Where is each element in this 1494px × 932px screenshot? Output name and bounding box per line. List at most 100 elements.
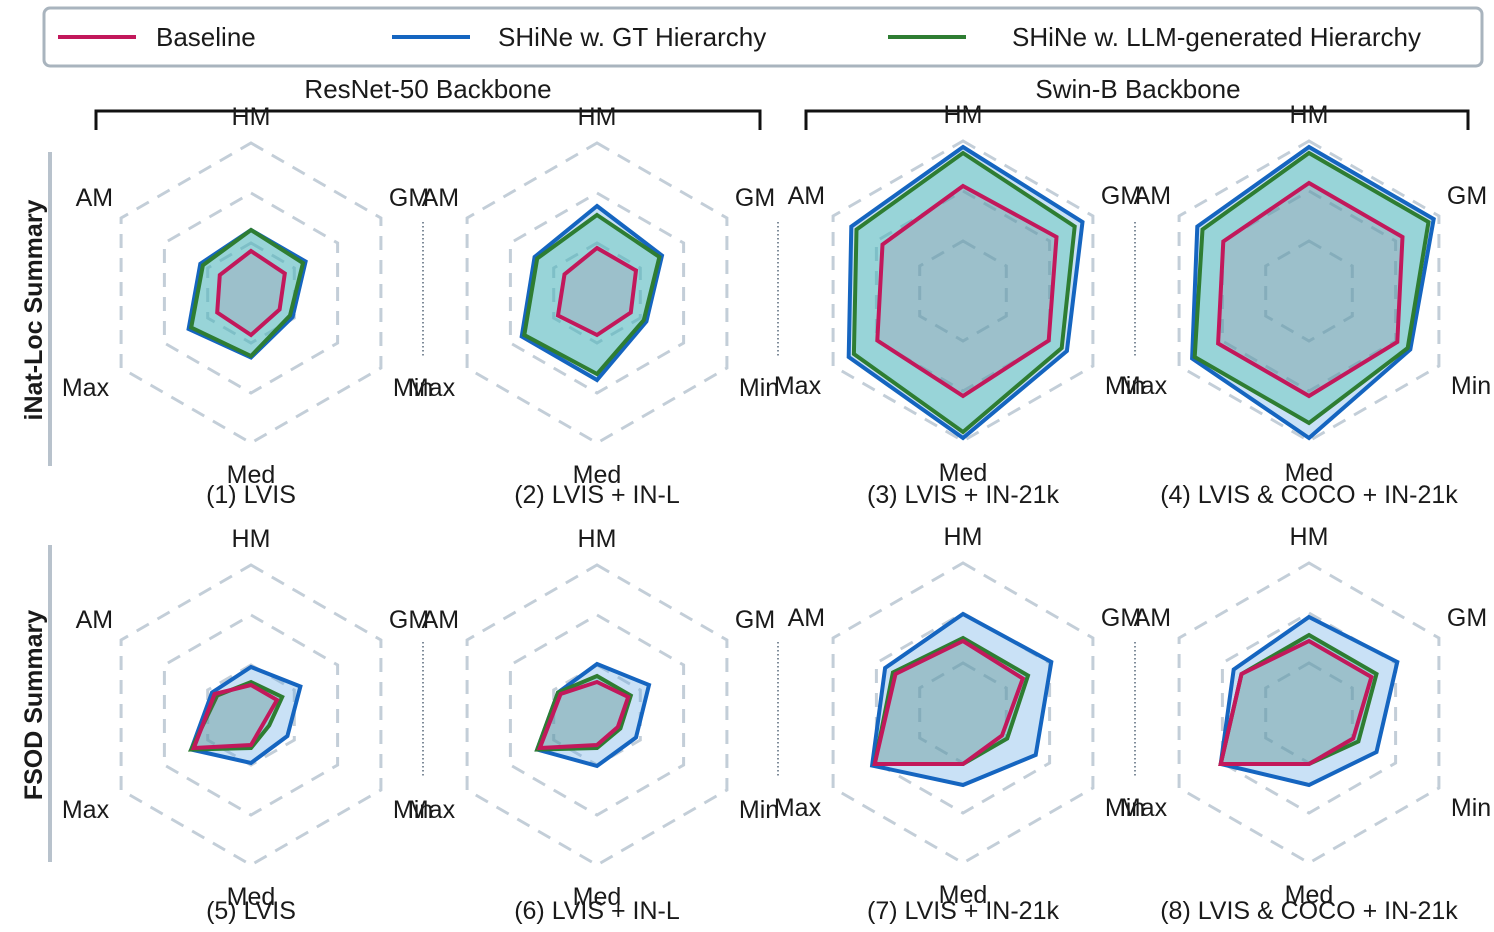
axis-label-am: AM <box>76 184 114 212</box>
row-title-inat: iNat-Loc Summary <box>20 199 48 420</box>
legend-label-llm: SHiNe w. LLM-generated Hierarchy <box>1012 22 1421 52</box>
axis-label-am: AM <box>788 182 826 210</box>
group-header-swin: Swin-B Backbone <box>804 74 1470 130</box>
axis-label-gm: GM <box>735 184 775 212</box>
axis-label-gm: GM <box>1447 182 1487 210</box>
axis-label-gm: GM <box>389 184 429 212</box>
axis-label-am: AM <box>422 606 460 634</box>
radar-chart-8: HM GM Min Med Max AM (8) LVIS & COCO + IN-21k <box>1120 523 1491 925</box>
axis-label-min: Min <box>739 796 779 824</box>
chart-title: (7) LVIS + IN-21k <box>867 897 1059 925</box>
axis-label-max: Max <box>62 374 110 402</box>
chart-title: (8) LVIS & COCO + IN-21k <box>1160 897 1458 925</box>
group-title-resnet: ResNet-50 Backbone <box>304 74 551 104</box>
axis-label-gm: GM <box>1101 182 1141 210</box>
grid-ring <box>119 141 383 445</box>
legend-label-gt: SHiNe w. GT Hierarchy <box>498 22 766 52</box>
radar-chart-1: HM GM Min Med Max AM (1) LVIS <box>62 103 433 509</box>
axis-label-hm: HM <box>1290 101 1329 129</box>
axis-label-hm: HM <box>944 101 983 129</box>
grid-ring <box>1177 561 1441 865</box>
series-baseline-polygon <box>875 183 1059 399</box>
series-baseline-polygon <box>872 638 1026 766</box>
axis-label-am: AM <box>422 184 460 212</box>
series-llm-polygon <box>522 212 662 377</box>
series-baseline-polygon <box>1218 638 1374 766</box>
grid-ring <box>508 613 686 817</box>
axis-label-min: Min <box>393 796 433 824</box>
chart-title: (6) LVIS + IN-L <box>514 897 680 925</box>
bracket-swin <box>804 109 1470 130</box>
chart-title: (5) LVIS <box>206 897 296 925</box>
series-baseline-polygon <box>1216 180 1405 399</box>
grid-ring <box>119 563 383 867</box>
axis-label-hm: HM <box>578 525 617 553</box>
row-label-fsod: FSOD Summary <box>20 545 52 862</box>
grid-ring <box>206 241 296 345</box>
grid-ring <box>831 139 1095 443</box>
axis-label-med: Med <box>1285 459 1334 487</box>
chart-title: (3) LVIS + IN-21k <box>867 481 1059 509</box>
grid-ring <box>465 563 729 867</box>
axis-label-gm: GM <box>1447 604 1487 632</box>
axis-label-max: Max <box>774 794 822 822</box>
grid-ring <box>508 191 686 395</box>
axis-label-min: Min <box>1105 372 1145 400</box>
axis-label-max: Max <box>774 372 822 400</box>
series-llm-polygon <box>188 227 306 359</box>
grid-ring <box>465 141 729 445</box>
axis-label-med: Med <box>939 881 988 909</box>
axis-label-min: Min <box>1105 794 1145 822</box>
axis-label-med: Med <box>227 461 276 489</box>
axis-label-max: Max <box>1120 372 1168 400</box>
radar-chart-4: HM GM Min Med Max AM (4) LVIS & COCO + IN-21k <box>1120 101 1491 509</box>
radar-chart-6: HM GM Min Med Max AM (6) LVIS + IN-L <box>408 525 779 925</box>
radar-chart-5: HM GM Min Med Max AM (5) LVIS <box>62 525 433 925</box>
series-baseline-polygon <box>215 248 287 338</box>
series-baseline-polygon <box>190 682 280 751</box>
grid-ring <box>1264 239 1354 343</box>
axis-label-min: Min <box>393 374 433 402</box>
grid-ring <box>162 191 340 395</box>
group-title-swin: Swin-B Backbone <box>1035 74 1240 104</box>
grid-ring <box>1220 189 1398 393</box>
axis-label-hm: HM <box>944 523 983 551</box>
axis-label-hm: HM <box>578 103 617 131</box>
grid-ring <box>874 189 1052 393</box>
chart-title: (1) LVIS <box>206 481 296 509</box>
group-header-resnet: ResNet-50 Backbone <box>94 74 762 130</box>
row-title-fsod: FSOD Summary <box>20 610 48 800</box>
grid-ring <box>552 241 642 345</box>
axis-label-gm: GM <box>389 606 429 634</box>
radar-chart-7: HM GM Min Med Max AM (7) LVIS + IN-21k <box>774 523 1145 925</box>
axis-label-am: AM <box>1134 604 1172 632</box>
radar-panels: HM GM Min Med Max AM (1) LVIS HM GM Min Med Max AM (2… <box>62 101 1491 925</box>
grid-ring <box>831 561 1095 865</box>
axis-label-min: Min <box>1451 372 1491 400</box>
axis-label-med: Med <box>573 461 622 489</box>
axis-label-hm: HM <box>1290 523 1329 551</box>
axis-label-hm: HM <box>232 525 271 553</box>
grid-ring <box>162 613 340 817</box>
axis-label-min: Min <box>739 374 779 402</box>
axis-label-max: Max <box>408 374 456 402</box>
series-baseline-polygon <box>536 679 631 751</box>
axis-label-am: AM <box>76 606 114 634</box>
axis-label-gm: GM <box>1101 604 1141 632</box>
axis-label-med: Med <box>1285 881 1334 909</box>
axis-label-med: Med <box>573 883 622 911</box>
axis-label-max: Max <box>1120 794 1168 822</box>
axis-label-gm: GM <box>735 606 775 634</box>
legend: Baseline SHiNe w. GT Hierarchy SHiNe w. … <box>42 6 1484 68</box>
axis-label-am: AM <box>788 604 826 632</box>
axis-label-med: Med <box>227 883 276 911</box>
axis-label-am: AM <box>1134 182 1172 210</box>
legend-box <box>42 6 1484 68</box>
axis-label-hm: HM <box>232 103 271 131</box>
legend-label-baseline: Baseline <box>156 22 256 52</box>
axis-label-max: Max <box>62 796 110 824</box>
axis-label-max: Max <box>408 796 456 824</box>
row-label-inat: iNat-Loc Summary <box>20 152 52 466</box>
series-baseline-polygon <box>555 245 639 338</box>
